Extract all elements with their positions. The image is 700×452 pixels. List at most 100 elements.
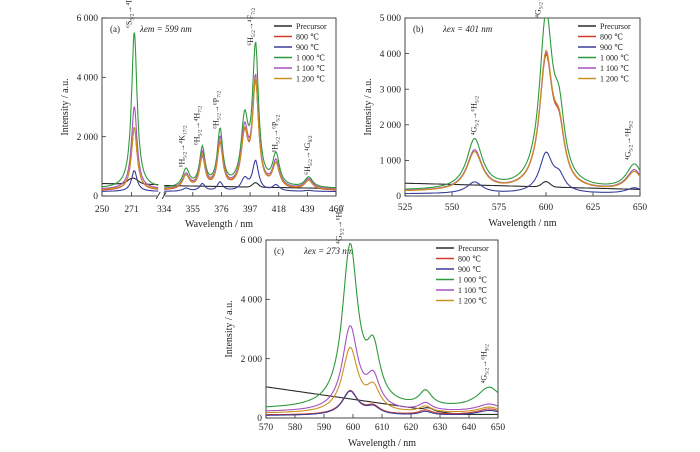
legend-label: 800 ℃ <box>458 255 481 264</box>
plot-frame <box>404 17 641 197</box>
transition-annotation: ⁶H5/2→⁴G9/2 <box>303 135 314 174</box>
series-line-4 <box>405 18 640 190</box>
series-line-5 <box>266 325 498 412</box>
x-tick-label: 250 <box>95 205 110 215</box>
series-line-6 <box>405 49 640 192</box>
y-axis-label: Intensity / a.u. <box>363 78 374 135</box>
panel-label: (b) <box>413 24 424 34</box>
series-line-1 <box>102 177 336 190</box>
series-line-3 <box>266 390 498 416</box>
series-line-4 <box>102 32 336 189</box>
panel-label: (c) <box>274 246 284 256</box>
transition-annotation: ⁴G5/2→⁶H5/2 <box>469 96 480 135</box>
x-tick-label: 334 <box>157 205 172 215</box>
x-tick-label: 525 <box>398 203 413 213</box>
x-tick-label: 640 <box>462 423 477 433</box>
y-tick-label: 0 <box>93 192 98 202</box>
axis-break-mark <box>155 191 161 200</box>
chart-panel-2: 0 1 000 2 000 3 000 4 000 5 000 525 550 575 600 62… <box>363 0 647 229</box>
x-tick-label: 376 <box>214 205 229 215</box>
legend-label: 1 100 ℃ <box>296 64 325 73</box>
y-tick-label: 0 <box>396 192 401 202</box>
series-line-3 <box>405 151 640 195</box>
legend-label: 1 000 ℃ <box>296 54 325 63</box>
series-line-1 <box>405 181 640 190</box>
y-tick-label: 2 000 <box>77 133 99 143</box>
legend-label: Precursor <box>296 22 327 31</box>
x-tick-label: 397 <box>243 205 258 215</box>
axis-break-mask <box>157 192 166 200</box>
x-tick-label: 650 <box>633 203 648 213</box>
x-tick-label: 439 <box>300 205 315 215</box>
legend-label: 1 100 ℃ <box>458 286 487 295</box>
x-tick-label: 610 <box>375 423 390 433</box>
series-line-4 <box>266 242 498 408</box>
transition-annotation: ⁴G5/2→⁶H7/2 <box>334 204 345 243</box>
y-axis-label: Intensity / a.u. <box>60 78 71 135</box>
x-tick-label: 550 <box>445 203 460 213</box>
x-axis-label: Wavelength / nm <box>185 219 253 230</box>
y-tick-label: 0 <box>257 414 262 424</box>
x-tick-label: 590 <box>317 423 332 433</box>
y-tick-label: 2 000 <box>380 121 402 131</box>
excitation-label: λem = 599 nm <box>139 24 192 34</box>
y-tick-label: 4 000 <box>380 50 402 60</box>
y-tick-label: 6 000 <box>241 236 263 246</box>
legend-label: 1 200 ℃ <box>458 297 487 306</box>
series-line-6 <box>266 346 498 414</box>
x-tick-label: 460 <box>329 205 344 215</box>
legend-label: Precursor <box>600 22 631 31</box>
transition-annotation: ⁶H5/2→⁶P5/2 <box>270 114 281 152</box>
transition-annotation: ⁴G5/2→⁶H9/2 <box>479 344 490 383</box>
legend-label: 900 ℃ <box>296 43 319 52</box>
transition-annotation: ⁴G5/2→⁶H7/2 <box>533 0 544 18</box>
transition-annotation: ⁶H5/2→⁴H7/2 <box>193 106 204 145</box>
x-tick-label: 418 <box>272 205 287 215</box>
series-line-2 <box>266 389 498 416</box>
y-tick-label: 1 000 <box>380 157 402 167</box>
panel-label: (a) <box>110 24 120 34</box>
x-tick-label: 620 <box>404 423 419 433</box>
chart-panel-1: 0 2 000 4 000 6 000 250 271 334 355 376 397 418 439… <box>60 0 343 230</box>
legend-label: 800 ℃ <box>600 33 623 42</box>
x-tick-label: 570 <box>259 423 274 433</box>
excitation-label: λex = 273 nm <box>303 246 354 256</box>
transition-annotation: ⁶H5/2→⁶P7/2 <box>212 91 223 129</box>
x-tick-label: 625 <box>586 203 601 213</box>
y-tick-label: 6 000 <box>77 14 99 24</box>
y-axis-label: Intensity / a.u. <box>224 300 235 357</box>
transition-annotation: ⁶H5/2→⁴F7/2 <box>246 8 257 46</box>
legend-label: 800 ℃ <box>296 33 319 42</box>
transition-annotation: ⁶H5/2→⁴K17/2 <box>178 125 189 167</box>
legend-label: 900 ℃ <box>600 43 623 52</box>
legend-label: 1 200 ℃ <box>600 75 629 84</box>
chart-panel-3: 0 2 000 4 000 6 000 570 580 590 600 610 620 630 640… <box>224 204 505 449</box>
plot-frame <box>101 17 337 197</box>
y-tick-label: 5 000 <box>380 14 402 24</box>
legend-label: 1 100 ℃ <box>600 64 629 73</box>
x-tick-label: 600 <box>346 423 361 433</box>
transition-annotation: ⁴G5/2→⁶H9/2 <box>624 121 635 160</box>
x-tick-label: 580 <box>288 423 303 433</box>
x-tick-label: 575 <box>492 203 507 213</box>
x-tick-label: 650 <box>491 423 506 433</box>
x-tick-label: 600 <box>539 203 554 213</box>
transition-annotation: ⁶S5/2→⁴I17/2 <box>124 0 135 28</box>
legend-label: Precursor <box>458 244 489 253</box>
x-tick-label: 271 <box>124 205 139 215</box>
legend-label: 900 ℃ <box>458 265 481 274</box>
x-axis-label: Wavelength / nm <box>348 438 416 449</box>
legend-label: 1 000 ℃ <box>600 54 629 63</box>
y-tick-label: 4 000 <box>77 74 99 84</box>
y-tick-label: 4 000 <box>241 296 263 306</box>
x-tick-label: 355 <box>186 205 201 215</box>
excitation-label: λex = 401 nm <box>442 24 493 34</box>
y-tick-label: 2 000 <box>241 355 263 365</box>
series-line-6 <box>102 77 336 190</box>
x-tick-label: 630 <box>433 423 448 433</box>
series-line-3 <box>102 159 336 192</box>
x-axis-label: Wavelength / nm <box>488 218 556 229</box>
y-tick-label: 3 000 <box>380 85 402 95</box>
legend-label: 1 200 ℃ <box>296 75 325 84</box>
